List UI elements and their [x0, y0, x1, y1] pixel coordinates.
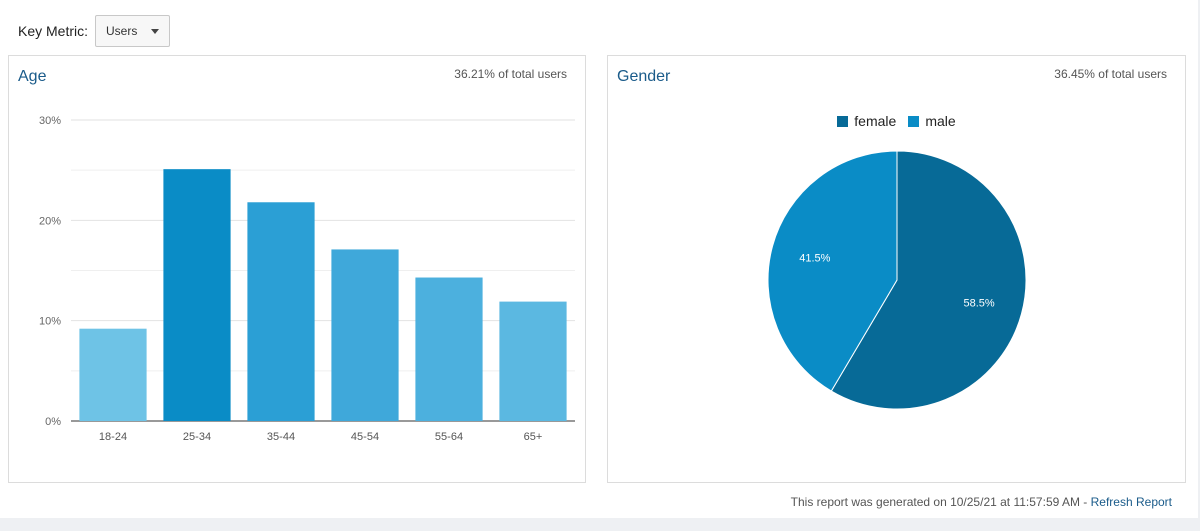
- bar-25-34[interactable]: [163, 169, 231, 421]
- pie-slice-female[interactable]: [830, 150, 1027, 410]
- y-tick-label: 0%: [45, 416, 61, 428]
- pie-slice-male[interactable]: [767, 150, 898, 392]
- x-tick-label: 18-24: [99, 431, 127, 443]
- pie-value-label: 58.5%: [964, 297, 995, 309]
- age-chart-title: Age: [18, 68, 47, 85]
- legend-label: male: [925, 113, 956, 129]
- legend-swatch: [908, 115, 920, 127]
- chevron-down-icon: [151, 28, 160, 34]
- y-tick-label: 30%: [39, 115, 61, 127]
- report-footer: This report was generated on 10/25/21 at…: [791, 495, 1172, 509]
- y-tick-label: 20%: [39, 215, 61, 227]
- key-metric-label: Key Metric:: [18, 23, 89, 39]
- legend-label: female: [854, 113, 897, 129]
- x-tick-label: 45-54: [351, 431, 379, 443]
- generated-text: This report was generated on 10/25/21 at…: [790, 495, 1091, 509]
- key-metric-value: Users: [106, 24, 138, 38]
- age-bar-chart: 0% 10% 20% 30% 18-24 25-34 35-44 45-54 55-64 65+: [39, 115, 575, 443]
- legend-swatch: [837, 115, 849, 127]
- x-tick-label: 65+: [524, 431, 543, 443]
- key-metric-select[interactable]: Users: [95, 15, 171, 47]
- gender-chart-subtitle: 36.45% of total users: [1054, 67, 1167, 81]
- y-tick-label: 10%: [39, 316, 61, 328]
- key-metric-toolbar: Key Metric: Users: [18, 14, 171, 48]
- gender-pie-chart: 58.5% 41.5%: [767, 150, 1027, 410]
- report-page: Key Metric: Users Age 36.21% of total us…: [0, 0, 1198, 518]
- gender-chart-title: Gender: [617, 68, 671, 85]
- age-panel: Age 36.21% of total users 0% 10% 20% 30% 18-…: [8, 55, 586, 483]
- gender-panel: Gender 36.45% of total users female male …: [607, 55, 1186, 483]
- age-chart-subtitle: 36.21% of total users: [454, 67, 567, 81]
- legend-item-male[interactable]: male: [908, 113, 956, 129]
- refresh-report-link[interactable]: Refresh Report: [1090, 495, 1172, 509]
- bar-35-44[interactable]: [247, 202, 315, 421]
- pie-value-label: 41.5%: [799, 253, 830, 265]
- x-tick-label: 55-64: [435, 431, 463, 443]
- bar-45-54[interactable]: [331, 249, 399, 421]
- bar-55-64[interactable]: [415, 277, 483, 421]
- gender-legend: female male: [608, 113, 1185, 129]
- bar-65+[interactable]: [499, 301, 567, 421]
- x-tick-label: 25-34: [183, 431, 211, 443]
- legend-item-female[interactable]: female: [837, 113, 896, 129]
- x-tick-label: 35-44: [267, 431, 295, 443]
- bar-18-24[interactable]: [79, 328, 147, 421]
